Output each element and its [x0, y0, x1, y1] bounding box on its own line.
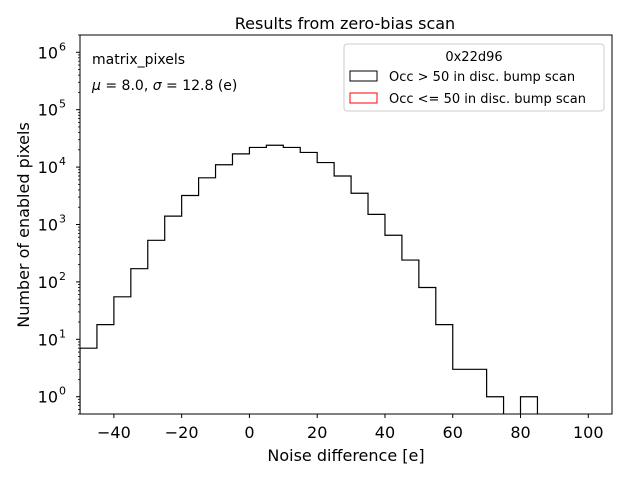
y-tick-label: 10 — [38, 273, 58, 292]
x-tick-label: 40 — [375, 423, 395, 442]
y-tick-exponent: 0 — [59, 385, 66, 398]
x-tick-label: −20 — [165, 423, 199, 442]
y-axis-title: Number of enabled pixels — [14, 122, 33, 328]
y-tick-label: 10 — [38, 101, 58, 120]
y-tick-label: 10 — [38, 330, 58, 349]
y-tick-label: 10 — [38, 216, 58, 235]
x-tick-label: 80 — [510, 423, 530, 442]
x-tick-label: 100 — [573, 423, 604, 442]
x-tick-label: 20 — [307, 423, 327, 442]
mu-value: = 8.0, — [101, 78, 153, 94]
y-tick-exponent: 6 — [59, 40, 66, 53]
y-tick-label: 10 — [38, 43, 58, 62]
legend-title: 0x22d96 — [445, 50, 502, 65]
chart-title: Results from zero-bias scan — [235, 14, 455, 33]
x-axis-ticks: −40 −20 0 20 40 60 80 100 — [97, 414, 604, 442]
sigma-value: = 12.8 (e) — [162, 78, 238, 94]
histogram-series-0 — [80, 144, 539, 414]
y-tick-exponent: 3 — [59, 213, 66, 226]
legend-swatch-occ-le-50 — [349, 92, 378, 104]
plot-series-group — [80, 144, 539, 414]
y-tick-exponent: 1 — [59, 327, 66, 340]
y-tick-exponent: 4 — [59, 155, 66, 168]
legend: 0x22d96 Occ > 50 in disc. bump scan Occ … — [343, 43, 605, 112]
legend-label-occ-gt-50: Occ > 50 in disc. bump scan — [389, 70, 575, 85]
sigma-symbol: σ — [153, 78, 163, 94]
x-tick-label: 0 — [244, 423, 254, 442]
stats-annotation: μ = 8.0, σ = 12.8 (e) — [91, 78, 237, 94]
y-tick-label: 10 — [38, 158, 58, 177]
y-tick-exponent: 5 — [59, 98, 66, 111]
x-axis-title: Noise difference [e] — [267, 446, 424, 465]
x-tick-label: −40 — [97, 423, 131, 442]
y-tick-exponent: 2 — [59, 270, 66, 283]
x-tick-label: 60 — [443, 423, 463, 442]
dataset-name-annotation: matrix_pixels — [92, 52, 185, 68]
y-tick-label: 10 — [38, 388, 58, 407]
legend-label-occ-le-50: Occ <= 50 in disc. bump scan — [389, 92, 586, 107]
mu-symbol: μ — [91, 78, 101, 94]
legend-box — [343, 43, 605, 112]
legend-swatch-occ-gt-50 — [349, 70, 378, 82]
